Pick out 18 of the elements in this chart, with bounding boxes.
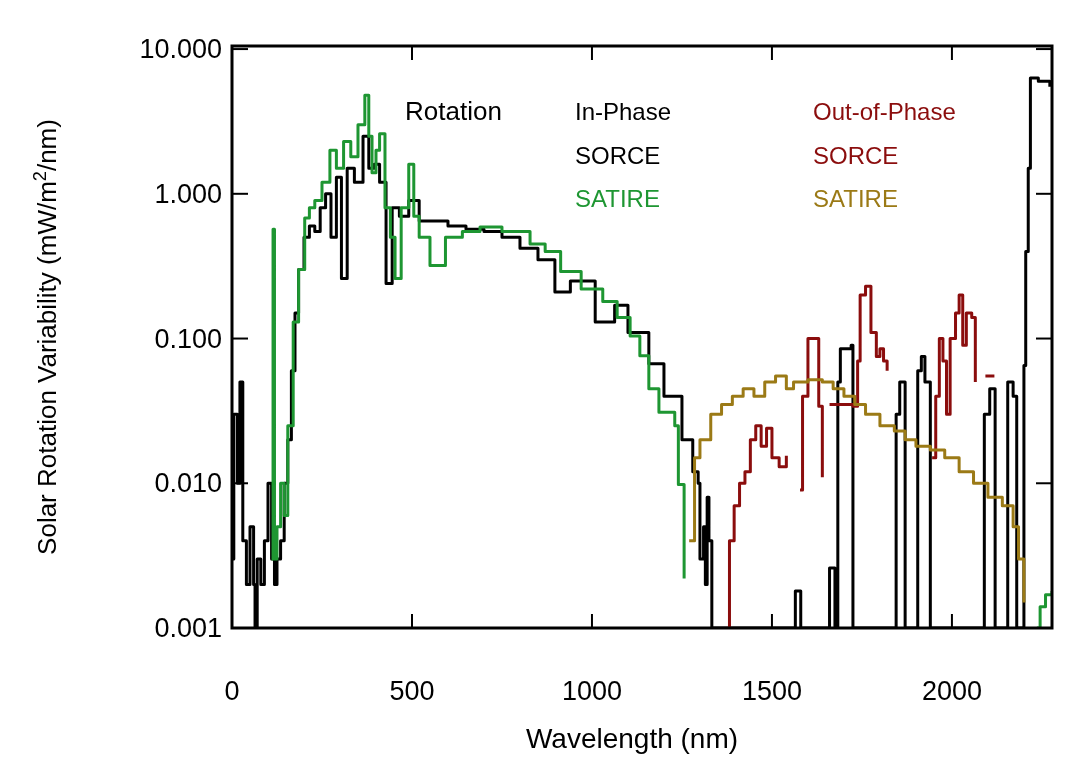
- text: SATIRE: [813, 185, 898, 212]
- x-tick-label: 1000: [561, 676, 622, 706]
- y-tick-label: 10.000: [139, 34, 222, 65]
- y-tick-label: 0.100: [154, 323, 222, 354]
- text: SORCE: [575, 142, 661, 169]
- y-tick-label: 0.010: [154, 468, 222, 499]
- y-tick-label: 0.001: [154, 613, 222, 643]
- legend-title: Rotation: [405, 96, 502, 126]
- annotation: Out-of-Phase: [813, 98, 956, 125]
- x-axis-title: Wavelength (nm): [525, 723, 739, 754]
- x-tick-label: 1500: [741, 676, 802, 706]
- series-label: SATIRE: [575, 185, 660, 212]
- annotation: In-Phase: [575, 98, 672, 125]
- text: SORCE: [813, 142, 899, 169]
- x-tick-label: 2000: [921, 676, 982, 706]
- y-tick-label: 1.000: [154, 178, 222, 209]
- x-tick-label: 500: [389, 676, 435, 706]
- x-tick-label: 0: [224, 676, 240, 706]
